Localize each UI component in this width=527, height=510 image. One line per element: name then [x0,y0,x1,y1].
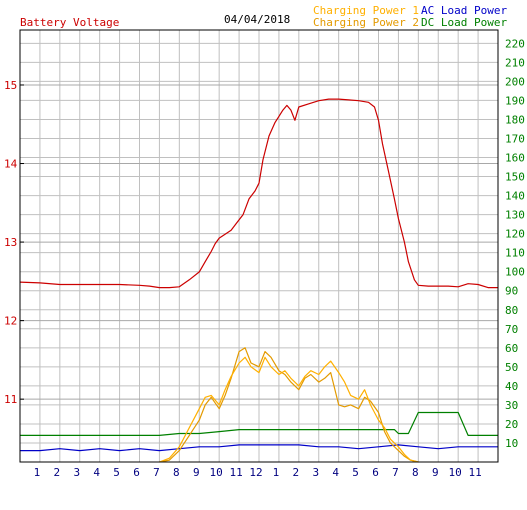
right-tick-label: 140 [505,190,525,203]
bottom-tick-label: 5 [352,466,359,479]
bottom-tick-label: 3 [73,466,80,479]
series-line-charging-power-2 [159,347,419,463]
left-tick-label: 14 [4,158,18,171]
legend-charging-power-1: Charging Power 1 [313,4,419,17]
right-tick-label: 180 [505,113,525,126]
bottom-tick-label: 7 [392,466,399,479]
bottom-tick-label: 4 [93,466,100,479]
right-tick-label: 120 [505,228,525,241]
right-tick-label: 170 [505,132,525,145]
legend-charging-power-2: Charging Power 2 [313,16,419,29]
chart-header: Battery Voltage 04/04/2018 Charging Powe… [20,4,507,29]
right-tick-label: 90 [505,285,518,298]
bottom-tick-label: 8 [412,466,419,479]
bottom-tick-label: 10 [449,466,462,479]
bottom-tick-label: 7 [153,466,160,479]
right-tick-label: 70 [505,323,518,336]
bottom-tick-label: 6 [372,466,379,479]
right-tick-label: 80 [505,304,518,317]
right-tick-label: 10 [505,437,518,450]
right-tick-label: 220 [505,37,525,50]
right-tick-label: 50 [505,361,518,374]
bottom-tick-label: 9 [193,466,200,479]
series-line-battery-voltage [19,98,498,289]
right-tick-label: 200 [505,75,525,88]
bottom-axis: 1 2 3 4 5 6 7 8 9 10 11 12 1 2 3 4 5 6 7 8 9 10 11 [34,466,482,479]
bottom-tick-label: 1 [34,466,41,479]
left-tick-label: 13 [4,236,17,249]
right-tick-label: 110 [505,247,525,260]
right-tick-label: 30 [505,399,518,412]
series-lines [19,98,498,463]
series-line-dc-load-power [20,411,498,436]
grid [20,30,498,462]
legend-ac-load-power: AC Load Power [421,4,507,17]
bottom-tick-label: 2 [54,466,61,479]
bottom-tick-label: 8 [173,466,180,479]
right-tick-label: 160 [505,152,525,165]
bottom-tick-label: 6 [133,466,140,479]
right-tick-label: 60 [505,342,518,355]
series-line-charging-power-1 [159,356,419,463]
date-label: 04/04/2018 [224,13,290,26]
bottom-tick-label: 1 [273,466,280,479]
left-axis: 11 12 13 14 15 [4,79,24,406]
right-tick-label: 210 [505,56,525,69]
left-tick-label: 15 [4,79,17,92]
left-tick-label: 12 [4,315,17,328]
right-tick-label: 40 [505,380,518,393]
bottom-tick-label: 11 [229,466,242,479]
bottom-tick-label: 2 [293,466,300,479]
bottom-tick-label: 10 [210,466,223,479]
bottom-tick-label: 3 [312,466,319,479]
right-tick-label: 190 [505,94,525,107]
legend-dc-load-power: DC Load Power [421,16,507,29]
series-line-ac-load-power [20,444,498,452]
bottom-tick-label: 9 [432,466,439,479]
right-tick-label: 20 [505,418,518,431]
bottom-tick-label: 5 [113,466,120,479]
right-tick-label: 100 [505,266,525,279]
left-tick-label: 11 [4,393,17,406]
battery-voltage-title: Battery Voltage [20,16,119,29]
bottom-tick-label: 12 [249,466,262,479]
bottom-tick-label: 11 [468,466,481,479]
plot-frame [19,29,499,463]
right-tick-label: 150 [505,171,525,184]
bottom-tick-label: 4 [332,466,339,479]
right-axis: 10 20 30 40 50 60 70 80 90 100 110 120 130 140 150 160 1… [505,37,525,450]
right-tick-label: 130 [505,209,525,222]
